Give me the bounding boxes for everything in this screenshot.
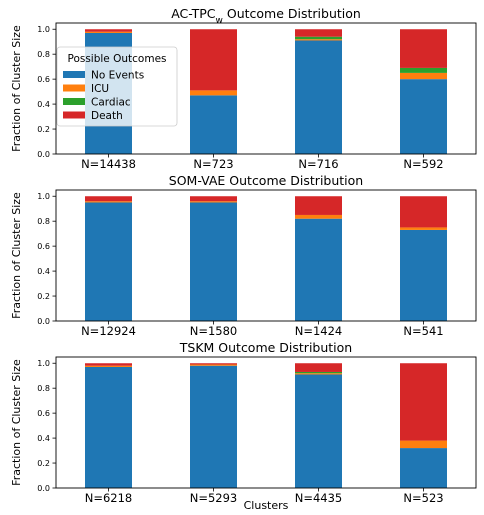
legend-entry-label: Cardiac — [91, 97, 131, 109]
y-tick-label: 0.6 — [37, 409, 50, 418]
y-tick-label: 0.0 — [37, 150, 50, 159]
y-tick-label: 1.0 — [37, 25, 50, 34]
chart-title-subscript: w — [216, 16, 223, 26]
bar-no-events-2 — [190, 95, 237, 154]
bar-no-events-1 — [85, 366, 132, 488]
y-tick-label: 1.0 — [37, 192, 50, 201]
bar-death-4 — [400, 29, 447, 68]
bar-icu-3 — [295, 373, 342, 375]
bar-death-1 — [85, 196, 132, 202]
legend-swatch-cardiac — [63, 98, 85, 105]
y-axis-label: Fraction of Cluster Size — [10, 359, 23, 486]
bar-no-events-3 — [295, 374, 342, 488]
axes-frame — [55, 356, 477, 489]
y-tick-label: 0.2 — [37, 292, 50, 301]
y-tick-label: 0.8 — [37, 50, 50, 59]
bar-death-4 — [400, 363, 447, 441]
bar-icu-3 — [295, 39, 342, 41]
legend-swatch-death — [63, 111, 85, 119]
legend-box — [56, 46, 178, 127]
x-tick-label: N=541 — [403, 324, 443, 338]
y-tick-label: 0.6 — [37, 242, 50, 251]
chart-title-main: AC-TPC — [171, 6, 216, 21]
x-tick-label: N=1580 — [190, 324, 238, 338]
bar-no-events-2 — [190, 202, 237, 321]
chart-panel-2: SOM-VAE Outcome Distribution Fraction of … — [10, 173, 477, 338]
bar-cardiac-3 — [295, 371, 342, 374]
bar-death-4 — [400, 196, 447, 228]
chart-title: SOM-VAE Outcome Distribution — [169, 173, 363, 188]
bar-death-2 — [190, 29, 237, 91]
bar-no-events-1 — [85, 202, 132, 321]
y-tick-label: 1.0 — [37, 359, 50, 368]
y-tick-label: 0.0 — [37, 484, 50, 493]
y-tick-label: 0.8 — [37, 384, 50, 393]
bar-death-3 — [295, 196, 342, 215]
y-tick-label: 0.0 — [37, 317, 50, 326]
legend-entry-label: ICU — [91, 83, 109, 95]
y-axis-label: Fraction of Cluster Size — [10, 192, 23, 319]
x-tick-label: N=5293 — [190, 491, 238, 505]
bar-icu-2 — [190, 90, 237, 96]
legend-title: Possible Outcomes — [67, 53, 166, 65]
legend-swatch-icu — [63, 84, 85, 92]
y-tick-label: 0.4 — [37, 267, 50, 276]
x-axis-label: Clusters — [244, 499, 289, 512]
bar-no-events-4 — [400, 448, 447, 488]
bar-death-3 — [295, 363, 342, 372]
x-tick-label: N=723 — [193, 157, 233, 171]
bar-death-1 — [85, 363, 132, 366]
bar-icu-1 — [85, 201, 132, 203]
axes-frame — [55, 22, 477, 155]
legend-entry-label: Death — [91, 110, 123, 122]
chart-title: TSKM Outcome Distribution — [179, 340, 352, 355]
y-tick-label: 0.2 — [37, 459, 50, 468]
legend-entry-label: No Events — [91, 70, 144, 82]
chart-title-suffix: Outcome Distribution — [223, 6, 361, 21]
y-tick-label: 0.4 — [37, 434, 50, 443]
x-tick-label: N=6218 — [85, 491, 133, 505]
y-tick-label: 0.6 — [37, 75, 50, 84]
bar-no-events-2 — [190, 365, 237, 488]
bar-icu-3 — [295, 214, 342, 219]
x-tick-label: N=1424 — [295, 324, 343, 338]
x-tick-label: N=716 — [298, 157, 338, 171]
chart-panel-3: TSKM Outcome Distribution Fraction of Clu… — [10, 340, 477, 505]
x-tick-label: N=592 — [403, 157, 443, 171]
x-tick-label: N=4435 — [295, 491, 343, 505]
bar-cardiac-4 — [400, 67, 447, 73]
legend-swatch-no-events — [63, 71, 85, 78]
bar-death-3 — [295, 29, 342, 37]
x-tick-label: N=12924 — [81, 324, 136, 338]
bar-no-events-3 — [295, 218, 342, 321]
axes-frame — [55, 189, 477, 322]
bar-death-2 — [190, 196, 237, 202]
y-tick-label: 0.2 — [37, 125, 50, 134]
bar-icu-4 — [400, 227, 447, 230]
bar-icu-2 — [190, 364, 237, 366]
y-tick-label: 0.8 — [37, 217, 50, 226]
bar-death-1 — [85, 29, 132, 32]
bar-no-events-4 — [400, 229, 447, 321]
bar-no-events-3 — [295, 40, 342, 154]
x-tick-label: N=523 — [403, 491, 443, 505]
x-tick-label: N=14438 — [81, 157, 136, 171]
bar-no-events-4 — [400, 79, 447, 154]
bar-icu-4 — [400, 72, 447, 80]
bar-death-2 — [190, 363, 237, 365]
bar-icu-2 — [190, 201, 237, 203]
y-axis-label: Fraction of Cluster Size — [10, 25, 23, 152]
bar-icu-1 — [85, 31, 132, 33]
bar-icu-1 — [85, 365, 132, 367]
bar-icu-4 — [400, 440, 447, 449]
chart-title: AC-TPCw Outcome Distribution — [171, 6, 361, 26]
chart-panel-1: AC-TPCw Outcome Distribution Fraction of … — [10, 6, 477, 171]
bar-cardiac-3 — [295, 36, 342, 40]
y-tick-label: 0.4 — [37, 100, 50, 109]
